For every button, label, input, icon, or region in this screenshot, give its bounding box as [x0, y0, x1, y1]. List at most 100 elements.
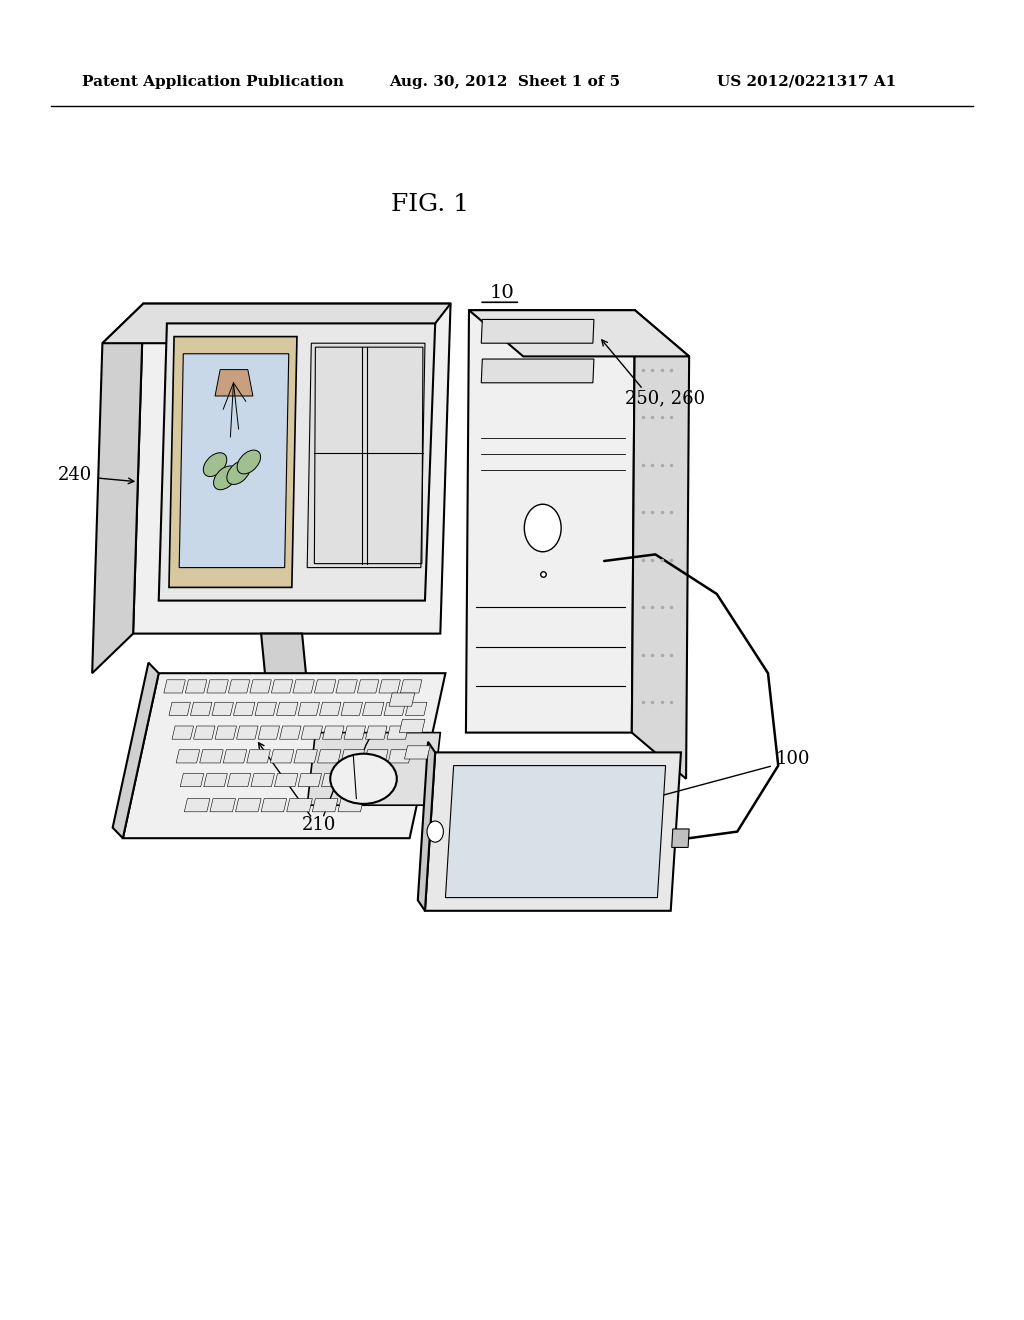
Polygon shape	[469, 310, 689, 356]
Polygon shape	[271, 680, 293, 693]
Polygon shape	[185, 680, 207, 693]
Polygon shape	[387, 726, 409, 739]
Polygon shape	[204, 774, 227, 787]
Polygon shape	[445, 766, 666, 898]
Polygon shape	[261, 634, 307, 686]
Polygon shape	[194, 726, 215, 739]
Polygon shape	[233, 702, 255, 715]
Circle shape	[427, 821, 443, 842]
Polygon shape	[169, 702, 190, 715]
Ellipse shape	[330, 754, 396, 804]
Polygon shape	[200, 750, 223, 763]
Polygon shape	[341, 750, 365, 763]
Polygon shape	[388, 750, 412, 763]
Polygon shape	[236, 799, 261, 812]
Polygon shape	[362, 702, 384, 715]
Text: 200: 200	[384, 360, 419, 379]
Circle shape	[524, 504, 561, 552]
Ellipse shape	[227, 461, 250, 484]
Polygon shape	[481, 359, 594, 383]
Polygon shape	[258, 726, 280, 739]
Polygon shape	[251, 774, 274, 787]
Polygon shape	[180, 774, 204, 787]
Polygon shape	[247, 750, 270, 763]
Polygon shape	[294, 750, 317, 763]
Text: 250, 260: 250, 260	[625, 389, 705, 408]
Polygon shape	[228, 680, 250, 693]
Polygon shape	[379, 680, 400, 693]
Polygon shape	[261, 799, 287, 812]
Text: 210: 210	[302, 816, 337, 834]
Polygon shape	[632, 310, 689, 779]
Polygon shape	[210, 799, 236, 812]
Polygon shape	[212, 702, 233, 715]
Polygon shape	[425, 752, 681, 911]
Polygon shape	[307, 733, 440, 805]
Ellipse shape	[204, 453, 226, 477]
Polygon shape	[323, 726, 344, 739]
Polygon shape	[338, 799, 364, 812]
Polygon shape	[369, 774, 392, 787]
Polygon shape	[384, 702, 406, 715]
Ellipse shape	[225, 676, 348, 710]
Polygon shape	[301, 726, 323, 739]
Polygon shape	[164, 680, 185, 693]
Polygon shape	[322, 774, 345, 787]
Text: 10: 10	[489, 284, 514, 302]
Polygon shape	[344, 726, 366, 739]
Polygon shape	[159, 323, 435, 601]
Polygon shape	[319, 702, 341, 715]
Ellipse shape	[238, 450, 260, 474]
Text: 240: 240	[58, 466, 92, 484]
Polygon shape	[215, 370, 253, 396]
Polygon shape	[406, 702, 427, 715]
Polygon shape	[399, 719, 425, 733]
Polygon shape	[276, 702, 298, 715]
Polygon shape	[481, 319, 594, 343]
Polygon shape	[113, 663, 159, 838]
Polygon shape	[255, 702, 276, 715]
Polygon shape	[298, 702, 319, 715]
Polygon shape	[336, 680, 357, 693]
Polygon shape	[133, 304, 451, 634]
Polygon shape	[287, 799, 312, 812]
Polygon shape	[227, 774, 251, 787]
Polygon shape	[293, 680, 314, 693]
Text: Aug. 30, 2012  Sheet 1 of 5: Aug. 30, 2012 Sheet 1 of 5	[389, 75, 621, 88]
Polygon shape	[312, 799, 338, 812]
Polygon shape	[123, 673, 445, 838]
Ellipse shape	[214, 466, 237, 490]
Polygon shape	[176, 750, 200, 763]
Polygon shape	[418, 742, 435, 911]
Polygon shape	[341, 702, 362, 715]
Polygon shape	[92, 304, 143, 673]
Polygon shape	[215, 726, 237, 739]
Polygon shape	[190, 702, 212, 715]
Polygon shape	[672, 829, 689, 847]
Text: 100: 100	[776, 750, 811, 768]
Polygon shape	[102, 304, 451, 343]
Text: Patent Application Publication: Patent Application Publication	[82, 75, 344, 88]
Polygon shape	[280, 726, 301, 739]
Polygon shape	[274, 774, 298, 787]
Polygon shape	[223, 750, 247, 763]
Polygon shape	[250, 680, 271, 693]
Polygon shape	[184, 799, 210, 812]
Text: FIG. 1: FIG. 1	[391, 193, 469, 216]
Polygon shape	[314, 680, 336, 693]
Polygon shape	[207, 680, 228, 693]
Polygon shape	[365, 750, 388, 763]
Polygon shape	[404, 746, 430, 759]
Text: US 2012/0221317 A1: US 2012/0221317 A1	[717, 75, 896, 88]
Polygon shape	[298, 774, 322, 787]
Polygon shape	[179, 354, 289, 568]
Polygon shape	[400, 680, 422, 693]
Polygon shape	[389, 693, 415, 706]
Polygon shape	[307, 343, 425, 568]
Polygon shape	[345, 774, 369, 787]
Polygon shape	[270, 750, 294, 763]
Polygon shape	[366, 726, 387, 739]
Polygon shape	[172, 726, 194, 739]
Polygon shape	[237, 726, 258, 739]
Polygon shape	[466, 310, 635, 733]
